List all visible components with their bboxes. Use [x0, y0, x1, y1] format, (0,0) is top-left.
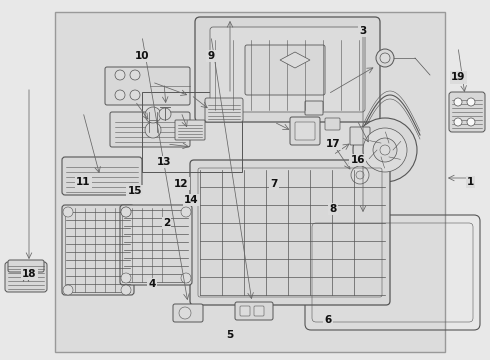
- Bar: [142, 92, 242, 172]
- Text: 12: 12: [174, 179, 189, 189]
- Text: 9: 9: [207, 51, 214, 61]
- Ellipse shape: [63, 207, 73, 217]
- FancyBboxPatch shape: [205, 98, 243, 122]
- Ellipse shape: [376, 49, 394, 67]
- FancyBboxPatch shape: [62, 205, 134, 295]
- FancyBboxPatch shape: [325, 118, 340, 130]
- Text: 13: 13: [157, 157, 172, 167]
- Ellipse shape: [121, 207, 131, 217]
- Ellipse shape: [454, 98, 462, 106]
- FancyBboxPatch shape: [254, 306, 264, 316]
- Text: 15: 15: [127, 186, 142, 196]
- Ellipse shape: [130, 90, 140, 100]
- Ellipse shape: [380, 145, 390, 155]
- FancyBboxPatch shape: [175, 120, 205, 140]
- Text: 1: 1: [467, 177, 474, 187]
- Text: 5: 5: [227, 330, 234, 340]
- Ellipse shape: [121, 273, 131, 283]
- Text: 16: 16: [350, 155, 365, 165]
- Text: 11: 11: [76, 177, 91, 187]
- Ellipse shape: [380, 53, 390, 63]
- Ellipse shape: [363, 128, 407, 172]
- Text: 10: 10: [135, 51, 149, 61]
- Ellipse shape: [115, 70, 125, 80]
- Ellipse shape: [121, 207, 131, 217]
- Text: 16: 16: [350, 155, 365, 165]
- Ellipse shape: [121, 285, 131, 295]
- FancyBboxPatch shape: [195, 17, 380, 122]
- Ellipse shape: [159, 108, 171, 120]
- FancyBboxPatch shape: [305, 101, 323, 115]
- FancyBboxPatch shape: [110, 112, 190, 147]
- FancyBboxPatch shape: [8, 260, 44, 272]
- FancyBboxPatch shape: [62, 157, 142, 195]
- Polygon shape: [280, 52, 310, 68]
- Text: 14: 14: [184, 195, 198, 205]
- Ellipse shape: [145, 107, 161, 123]
- Text: 9: 9: [207, 51, 214, 61]
- Text: 18: 18: [22, 269, 37, 279]
- FancyBboxPatch shape: [173, 304, 203, 322]
- Ellipse shape: [181, 207, 191, 217]
- Ellipse shape: [467, 118, 475, 126]
- Text: 18: 18: [22, 269, 37, 279]
- Text: 5: 5: [227, 330, 234, 340]
- Text: 8: 8: [330, 204, 337, 214]
- Ellipse shape: [454, 118, 462, 126]
- Text: 17: 17: [326, 139, 341, 149]
- Ellipse shape: [130, 70, 140, 80]
- Ellipse shape: [145, 122, 161, 138]
- Text: 2: 2: [163, 218, 170, 228]
- FancyBboxPatch shape: [240, 306, 250, 316]
- FancyBboxPatch shape: [5, 262, 47, 292]
- Text: 1: 1: [467, 177, 474, 187]
- FancyBboxPatch shape: [350, 127, 370, 145]
- Text: 10: 10: [135, 51, 149, 61]
- Text: 7: 7: [270, 179, 278, 189]
- Text: 4: 4: [148, 279, 156, 289]
- Text: 15: 15: [127, 186, 142, 196]
- FancyBboxPatch shape: [245, 45, 325, 95]
- FancyBboxPatch shape: [120, 205, 192, 285]
- Ellipse shape: [351, 166, 369, 184]
- Ellipse shape: [179, 307, 191, 319]
- Text: 14: 14: [184, 195, 198, 205]
- Ellipse shape: [181, 273, 191, 283]
- Text: 7: 7: [270, 179, 278, 189]
- Text: 19: 19: [451, 72, 465, 82]
- Text: 8: 8: [330, 204, 337, 214]
- Text: 3: 3: [359, 26, 366, 36]
- Text: 2: 2: [163, 218, 170, 228]
- Text: 19: 19: [451, 72, 465, 82]
- Text: 11: 11: [76, 177, 91, 187]
- Text: 13: 13: [157, 157, 172, 167]
- Text: 17: 17: [326, 139, 341, 149]
- Text: 6: 6: [325, 315, 332, 325]
- Text: 4: 4: [148, 279, 156, 289]
- Ellipse shape: [373, 138, 397, 162]
- FancyBboxPatch shape: [449, 92, 485, 132]
- Ellipse shape: [63, 285, 73, 295]
- FancyBboxPatch shape: [290, 117, 320, 145]
- FancyBboxPatch shape: [190, 160, 390, 305]
- FancyBboxPatch shape: [210, 27, 365, 112]
- FancyBboxPatch shape: [295, 122, 315, 140]
- FancyBboxPatch shape: [235, 302, 273, 320]
- Ellipse shape: [115, 90, 125, 100]
- Text: 3: 3: [359, 26, 366, 36]
- Ellipse shape: [344, 159, 376, 191]
- Ellipse shape: [353, 118, 417, 182]
- Text: 12: 12: [174, 179, 189, 189]
- Ellipse shape: [356, 171, 364, 179]
- FancyBboxPatch shape: [105, 67, 190, 105]
- Bar: [55, 12, 445, 352]
- Text: 6: 6: [325, 315, 332, 325]
- Ellipse shape: [467, 98, 475, 106]
